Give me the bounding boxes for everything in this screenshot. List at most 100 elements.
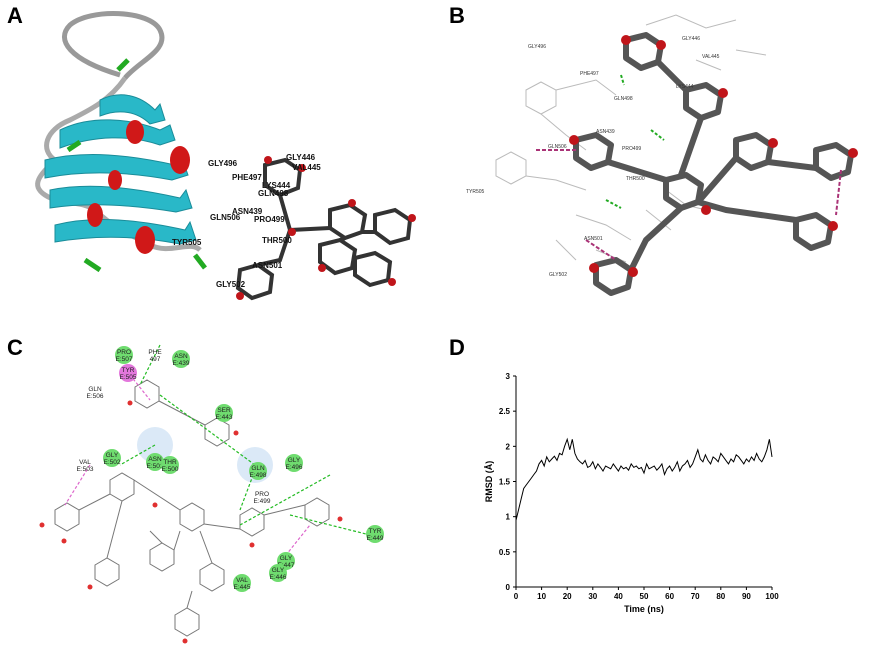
ligand-oxygens [569, 35, 858, 277]
chart-x-axis-label: Time (ns) [624, 604, 664, 614]
residue-label: PRO499 [254, 215, 285, 224]
residue-disc [249, 462, 267, 480]
chart-x-tick-label: 10 [537, 592, 546, 601]
residue-name: ASN [148, 456, 162, 463]
interaction-lines [536, 74, 842, 261]
residue-disc [103, 449, 121, 467]
chart-y-tick-label: 0 [506, 583, 511, 592]
chart-y-tick-label: 2 [506, 442, 511, 451]
chart-series-line [515, 437, 773, 521]
chart-x-tick-label: 50 [640, 592, 649, 601]
residue-label: LYS444 [262, 181, 291, 190]
residue-disc [233, 574, 251, 592]
residue-disc [269, 564, 287, 582]
residue-label: ASN501 [584, 236, 603, 242]
residue-label: PHE497 [580, 71, 599, 77]
residue-labels: GLY446 VAL445 GLY496 PHE497 LYS444 GLN49… [172, 153, 321, 289]
residue-label: GLY496 [208, 159, 238, 168]
molecule-skeleton [54, 379, 330, 637]
residue-label: GLY496 [528, 44, 546, 50]
residue-name: PRO [117, 349, 131, 356]
residue-label: VAL445 [292, 163, 321, 172]
residue-label: ASN439 [232, 207, 263, 216]
residue-label: GLY502 [216, 280, 246, 289]
chart-y-axis-label: RMSD (Å) [484, 461, 494, 503]
chart-y-tick-label: 1 [506, 513, 511, 522]
ligand-oxygens [236, 156, 416, 300]
panel-a-protein-complex: GLY446 VAL445 GLY496 PHE497 LYS444 GLN49… [35, 11, 416, 301]
residue-chain: E:449 [367, 535, 384, 542]
chart-x-tick-label: 90 [742, 592, 751, 601]
residue-chain: E:499 [254, 498, 271, 505]
residue-disc [119, 364, 137, 382]
residue-disc [215, 404, 233, 422]
residue-name: THR [163, 459, 177, 466]
residue-name: VAL [236, 577, 248, 584]
residue-label: THR500 [262, 236, 292, 245]
residue-label: LYS444 [676, 84, 694, 90]
residue-name: GLY [280, 555, 293, 562]
chart-x-tick-label: 40 [614, 592, 623, 601]
residue-label: TYR505 [172, 238, 202, 247]
residue-chain: 497 [150, 356, 161, 363]
panel-label-d: D [449, 335, 465, 360]
residue-label: PHE497 [232, 173, 262, 182]
residue-chain: E:500 [162, 466, 179, 473]
panel-label-c: C [7, 335, 23, 360]
residue-label: TYR505 [466, 189, 485, 195]
residue-label: THR500 [626, 176, 645, 182]
chart-x-tick-label: 0 [514, 592, 519, 601]
residue-name: VAL [79, 459, 91, 466]
residue-name: SER [217, 407, 231, 414]
residue-disc [115, 346, 133, 364]
atom-oxygens [39, 400, 343, 644]
residue-chain: E:502 [104, 459, 121, 466]
residue-chain: E:503 [77, 466, 94, 473]
residue-name: GLN [88, 386, 102, 393]
panel-label-a: A [7, 3, 23, 28]
residue-label: GLN498 [614, 96, 633, 102]
residue-chain: E:443 [216, 414, 233, 421]
panel-label-b: B [449, 3, 465, 28]
residue-name: GLY [106, 452, 119, 459]
residue-name: TYR [369, 528, 382, 535]
residue-chain: E:507 [116, 356, 133, 363]
chart-x-tick-label: 70 [691, 592, 700, 601]
residue-disc [285, 454, 303, 472]
panel-d-rmsd-chart: 0 10 20 30 40 50 60 70 80 90 100 0 0.5 1 1.5 2 2.5 3 Time… [484, 372, 779, 614]
residue-chain: E:496 [286, 464, 303, 471]
residue-name: GLN [251, 465, 265, 472]
residue-label: ASN439 [596, 129, 615, 135]
residue-label: GLN506 [210, 213, 241, 222]
chart-y-tick-label: 0.5 [499, 548, 511, 557]
residue-disc [172, 350, 190, 368]
residue-chain: E:446 [270, 574, 287, 581]
chart-y-tick-label: 1.5 [499, 478, 511, 487]
residue-chain: E:498 [250, 472, 267, 479]
residue-chain: E:506 [87, 393, 104, 400]
residue-label: PRO499 [622, 146, 641, 152]
chart-axes: 0 10 20 30 40 50 60 70 80 90 100 0 0.5 1 1.5 2 2.5 3 [499, 372, 779, 601]
residue-labels: GLY496 GLY446 VAL445 PHE497 LYS444 GLN49… [466, 36, 720, 278]
residue-chain: E:505 [120, 374, 137, 381]
residue-label: GLY446 [682, 36, 700, 42]
ligand-sticks [573, 32, 854, 296]
residue-disc [366, 525, 384, 543]
residue-label: GLN498 [258, 189, 289, 198]
residue-wireframe [495, 14, 767, 263]
residue-name: GLY [288, 457, 301, 464]
residue-label: GLY502 [549, 272, 567, 278]
protein-ribbon [35, 11, 207, 273]
residue-label: ASN501 [252, 261, 283, 270]
chart-x-tick-label: 80 [716, 592, 725, 601]
chart-x-tick-label: 100 [765, 592, 779, 601]
residue-name: ASN [174, 353, 188, 360]
chart-x-tick-label: 20 [563, 592, 572, 601]
residue-name: PHE [148, 349, 162, 356]
chart-x-tick-label: 30 [588, 592, 597, 601]
residue-name: TYR [122, 367, 135, 374]
residue-label: GLY446 [286, 153, 316, 162]
residue-disc [146, 453, 164, 471]
residue-chain: E:501 [147, 463, 164, 470]
